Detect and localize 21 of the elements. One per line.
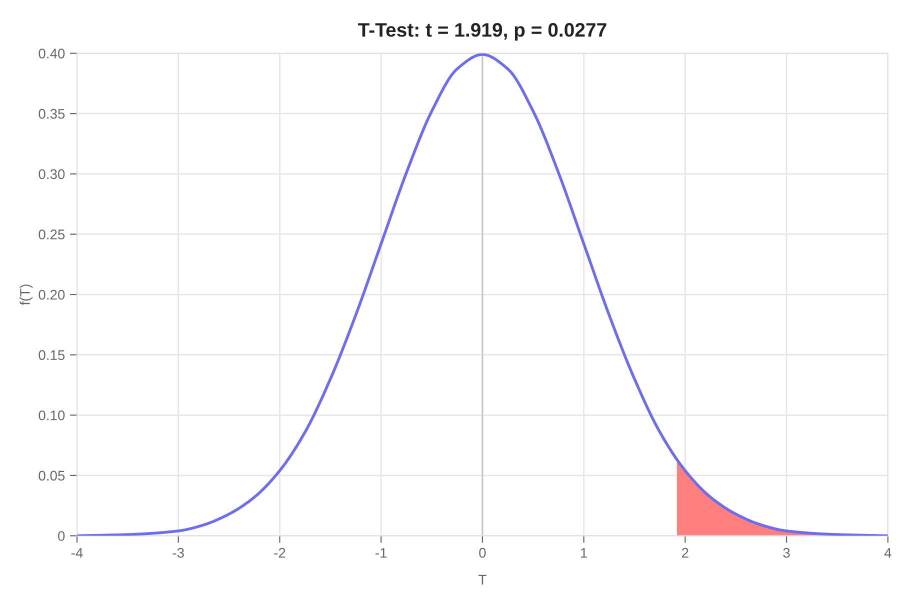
x-tick-label: -4 — [71, 548, 83, 558]
x-tick-label: -3 — [172, 548, 184, 558]
x-tick-label: 4 — [884, 548, 892, 558]
y-tick-label: 0.25 — [38, 230, 65, 240]
x-tick-label: 1 — [581, 548, 587, 558]
y-tick-label: 0.05 — [38, 470, 65, 481]
y-tick-label: 0.35 — [38, 108, 65, 119]
chart-title: T-Test: t = 1.919, p = 0.0277 — [358, 23, 606, 41]
x-axis-title: T — [478, 574, 486, 584]
x-tick-label: -1 — [376, 548, 387, 558]
x-tick-label: 3 — [783, 548, 790, 558]
y-tick-label: 0.10 — [38, 410, 65, 420]
y-tick-label: 0.40 — [38, 48, 65, 58]
y-tick-label: 0.30 — [38, 169, 65, 180]
y-tick-label: 0.20 — [38, 290, 65, 300]
x-tick-label: 2 — [682, 548, 688, 558]
y-tick-label: 0 — [58, 531, 65, 541]
x-tick-label: 0 — [479, 548, 486, 558]
y-tick-label: 0.15 — [38, 350, 65, 360]
x-tick-label: -2 — [274, 548, 286, 558]
y-axis-title: f(T) — [20, 284, 33, 306]
